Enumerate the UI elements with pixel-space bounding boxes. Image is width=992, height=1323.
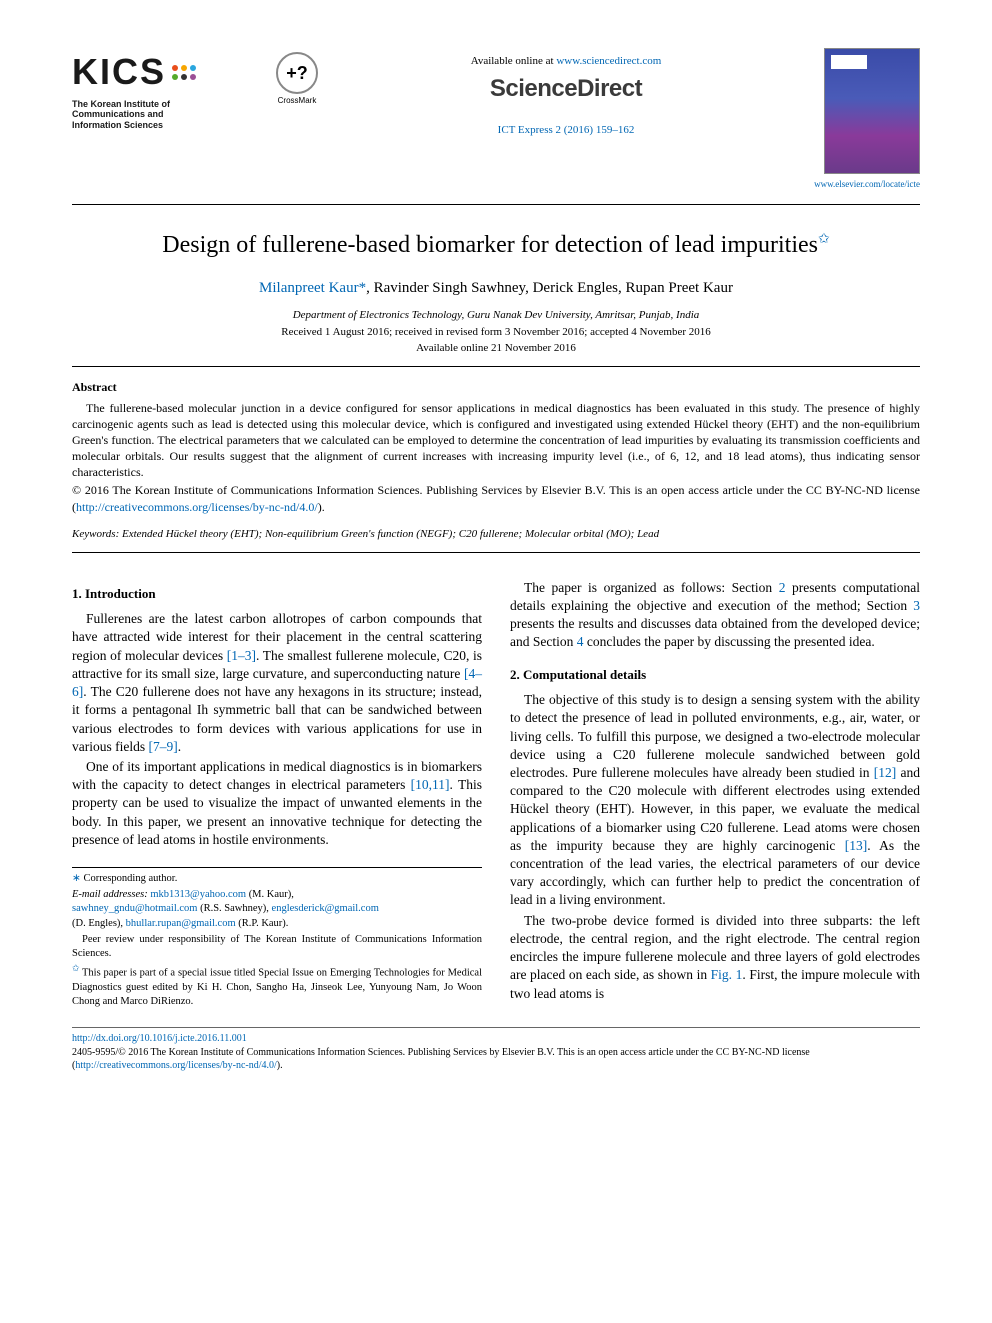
footer-strip: http://dx.doi.org/10.1016/j.icte.2016.11… bbox=[72, 1027, 920, 1073]
body-paragraph: The two-probe device formed is divided i… bbox=[510, 912, 920, 1003]
title-text: Design of fullerene-based biomarker for … bbox=[162, 232, 818, 258]
kics-sub-line: Information Sciences bbox=[72, 120, 254, 131]
author-link[interactable]: Milanpreet Kaur bbox=[259, 280, 359, 296]
citation-line[interactable]: ICT Express 2 (2016) 159–162 bbox=[340, 123, 792, 138]
kics-wordmark: KICS bbox=[72, 48, 254, 97]
section-heading-comp: 2. Computational details bbox=[510, 666, 920, 684]
dot-icon bbox=[190, 74, 196, 80]
locate-link[interactable]: www.elsevier.com/locate/icte bbox=[814, 179, 920, 189]
email-link[interactable]: mkb1313@yahoo.com bbox=[150, 889, 246, 900]
rule-divider bbox=[72, 366, 920, 367]
body-paragraph: The objective of this study is to design… bbox=[510, 691, 920, 910]
rule-divider bbox=[72, 204, 920, 205]
special-issue-note: ✩ This paper is part of a special issue … bbox=[72, 963, 482, 1009]
body-columns: 1. Introduction Fullerenes are the lates… bbox=[72, 579, 920, 1009]
peer-review-note: Peer review under responsibility of The … bbox=[72, 933, 482, 961]
citation-ref[interactable]: [1–3] bbox=[227, 648, 256, 663]
author-name: Rupan Preet Kaur bbox=[625, 280, 732, 296]
section-ref[interactable]: 3 bbox=[913, 598, 920, 613]
figure-ref[interactable]: Fig. 1 bbox=[711, 967, 743, 982]
dates-online: Available online 21 November 2016 bbox=[72, 341, 920, 356]
rule-divider bbox=[72, 552, 920, 553]
asterisk-icon: ∗ bbox=[72, 873, 81, 884]
available-line: Available online at www.sciencedirect.co… bbox=[340, 54, 792, 69]
star-note-text: This paper is part of a special issue ti… bbox=[72, 968, 482, 1007]
author-name: Ravinder Singh Sawhney bbox=[374, 280, 526, 296]
corresponding-author-note: ∗* Corresponding author. Corresponding a… bbox=[72, 872, 482, 886]
keywords-line: Keywords: Extended Hückel theory (EHT); … bbox=[72, 527, 920, 542]
keywords-label: Keywords: bbox=[72, 528, 122, 540]
title-star-icon[interactable]: ✩ bbox=[818, 232, 830, 247]
email-name: (R.S. Sawhney), bbox=[197, 903, 271, 914]
crossmark-block[interactable]: +? CrossMark bbox=[274, 52, 320, 107]
copyright-suffix: ). bbox=[318, 500, 325, 514]
cc-license-link[interactable]: http://creativecommons.org/licenses/by-n… bbox=[75, 1060, 276, 1071]
journal-cover-icon bbox=[824, 48, 920, 174]
abstract-heading: Abstract bbox=[72, 379, 920, 395]
citation-link[interactable]: ICT Express 2 (2016) 159–162 bbox=[498, 124, 635, 136]
citation-ref[interactable]: [7–9] bbox=[149, 739, 178, 754]
email-link[interactable]: sawhney_gndu@hotmail.com bbox=[72, 903, 197, 914]
citation-ref[interactable]: [12] bbox=[874, 765, 897, 780]
email-name: (D. Engles), bbox=[72, 918, 126, 929]
section-ref[interactable]: 4 bbox=[577, 634, 584, 649]
dot-icon bbox=[172, 74, 178, 80]
abstract-block: Abstract The fullerene-based molecular j… bbox=[72, 379, 920, 541]
kics-subtitle: The Korean Institute of Communications a… bbox=[72, 99, 254, 131]
doi-line: http://dx.doi.org/10.1016/j.icte.2016.11… bbox=[72, 1032, 920, 1046]
crossmark-icon: +? bbox=[276, 52, 318, 94]
article-title: Design of fullerene-based biomarker for … bbox=[72, 229, 920, 261]
citation-ref[interactable]: [10,11] bbox=[411, 777, 450, 792]
copyright-line: © 2016 The Korean Institute of Communica… bbox=[72, 482, 920, 514]
sciencedirect-link[interactable]: www.sciencedirect.com bbox=[556, 55, 661, 67]
issn-prefix: 2405-9595/ bbox=[72, 1047, 118, 1058]
affiliation: Department of Electronics Technology, Gu… bbox=[72, 308, 920, 323]
email-link[interactable]: bhullar.rupan@gmail.com bbox=[126, 918, 236, 929]
cc-license-link[interactable]: http://creativecommons.org/licenses/by-n… bbox=[76, 500, 318, 514]
dot-icon bbox=[181, 74, 187, 80]
citation-ref[interactable]: [13] bbox=[845, 838, 868, 853]
kics-dots-icon bbox=[172, 65, 196, 80]
section-heading-intro: 1. Introduction bbox=[72, 585, 482, 603]
kics-sub-line: Communications and bbox=[72, 109, 254, 120]
body-paragraph: One of its important applications in med… bbox=[72, 758, 482, 849]
sciencedirect-logo: ScienceDirect bbox=[340, 73, 792, 105]
footnotes-block: ∗* Corresponding author. Corresponding a… bbox=[72, 867, 482, 1009]
available-prefix: Available online at bbox=[471, 55, 557, 67]
authors-line: Milanpreet Kaur*, Ravinder Singh Sawhney… bbox=[72, 278, 920, 298]
header-center: Available online at www.sciencedirect.co… bbox=[340, 48, 792, 138]
dot-icon bbox=[172, 65, 178, 71]
dates-received: Received 1 August 2016; received in revi… bbox=[72, 325, 920, 340]
email-name: (R.P. Kaur). bbox=[236, 918, 289, 929]
text-run: concludes the paper by discussing the pr… bbox=[584, 634, 875, 649]
email-name: (M. Kaur), bbox=[246, 889, 294, 900]
crossmark-label: CrossMark bbox=[274, 96, 320, 107]
text-run: . The C20 fullerene does not have any he… bbox=[72, 684, 482, 754]
dot-icon bbox=[181, 65, 187, 71]
crossmark-glyph: +? bbox=[286, 61, 308, 85]
body-paragraph: The paper is organized as follows: Secti… bbox=[510, 579, 920, 652]
issn-suffix: ). bbox=[277, 1060, 283, 1071]
emails-label: E-mail addresses: bbox=[72, 889, 150, 900]
abstract-paragraph: The fullerene-based molecular junction i… bbox=[72, 400, 920, 481]
body-paragraph: Fullerenes are the latest carbon allotro… bbox=[72, 610, 482, 756]
dot-icon bbox=[190, 65, 196, 71]
kics-sub-line: The Korean Institute of bbox=[72, 99, 254, 110]
journal-header: KICS The Korean Institute of C bbox=[72, 48, 920, 190]
author-name: Derick Engles bbox=[533, 280, 618, 296]
doi-link[interactable]: http://dx.doi.org/10.1016/j.icte.2016.11… bbox=[72, 1033, 247, 1044]
issn-line: 2405-9595/© 2016 The Korean Institute of… bbox=[72, 1046, 920, 1073]
text-run: The paper is organized as follows: Secti… bbox=[524, 580, 779, 595]
text-run: The objective of this study is to design… bbox=[510, 692, 920, 780]
corr-author-mark[interactable]: * bbox=[359, 280, 367, 296]
emails-note: E-mail addresses: mkb1313@yahoo.com (M. … bbox=[72, 888, 482, 931]
kics-word-text: KICS bbox=[72, 48, 166, 97]
keywords-value: Extended Hückel theory (EHT); Non-equili… bbox=[122, 528, 659, 540]
header-right: www.elsevier.com/locate/icte bbox=[812, 48, 920, 190]
kics-logo-block: KICS The Korean Institute of C bbox=[72, 48, 254, 131]
email-link[interactable]: englesderick@gmail.com bbox=[272, 903, 379, 914]
text-run: . bbox=[178, 739, 181, 754]
abstract-text: The fullerene-based molecular junction i… bbox=[72, 400, 920, 481]
locate-link-wrap: www.elsevier.com/locate/icte bbox=[812, 178, 920, 190]
